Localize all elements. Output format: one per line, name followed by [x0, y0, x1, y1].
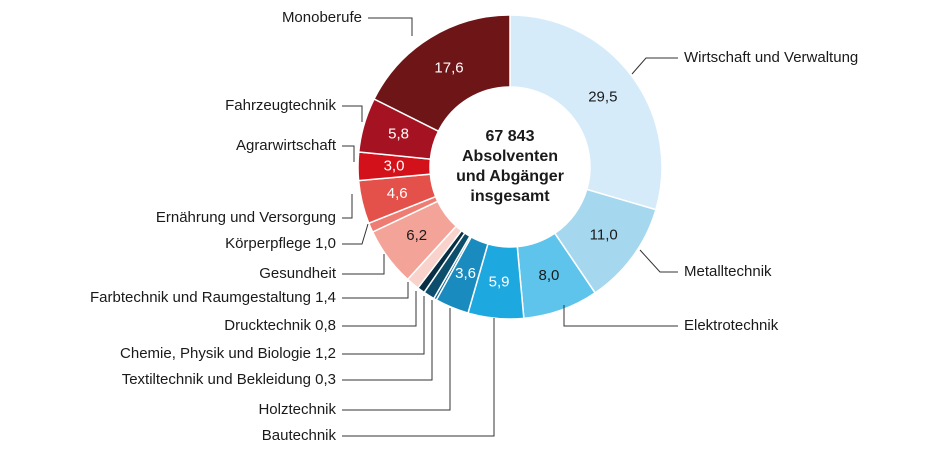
leader-line [342, 282, 409, 299]
category-label: Monoberufe [282, 9, 362, 26]
leader-line [342, 308, 451, 411]
segment [373, 14, 511, 133]
leader-line [342, 318, 495, 437]
category-label: Agrarwirtschaft [236, 137, 337, 154]
value-label: 3,0 [384, 157, 405, 174]
category-label: Chemie, Physik und Biologie 1,2 [120, 345, 336, 362]
leader-line [368, 17, 413, 36]
category-label: Ernährung und Versorgung [156, 209, 336, 226]
value-label: 5,9 [489, 273, 510, 290]
category-label: Gesundheit [259, 265, 337, 282]
leader-line [342, 300, 433, 381]
leader-line [631, 57, 678, 75]
category-label: Farbtechnik und Raumgestaltung 1,4 [90, 289, 336, 306]
leader-line [342, 223, 369, 245]
leader-line [639, 249, 678, 273]
center-label: Absolventen [462, 148, 558, 165]
category-label: Fahrzeugtechnik [225, 97, 336, 114]
category-label: Textiltechnik und Bekleidung 0,3 [122, 371, 336, 388]
leader-line [342, 296, 425, 355]
value-label: 5,8 [388, 126, 409, 143]
leader-line [563, 305, 678, 327]
category-label: Holztechnik [258, 401, 336, 418]
category-label: Wirtschaft und Verwaltung [684, 49, 858, 66]
value-label: 3,6 [455, 265, 476, 282]
leader-line [342, 291, 417, 327]
category-label: Körperpflege 1,0 [225, 235, 336, 252]
category-label: Elektrotechnik [684, 317, 779, 334]
leader-line [342, 145, 355, 162]
category-label: Drucktechnik 0,8 [224, 317, 336, 334]
leader-line [342, 194, 353, 219]
center-label: insgesamt [470, 188, 550, 205]
center-label: 67 843 [486, 128, 535, 145]
value-label: 8,0 [539, 267, 560, 284]
category-label: Bautechnik [262, 427, 337, 444]
center-label: und Abgänger [456, 168, 564, 185]
value-label: 4,6 [387, 185, 408, 202]
value-label: 29,5 [588, 88, 617, 105]
value-label: 6,2 [406, 227, 427, 244]
leader-line [342, 254, 385, 275]
value-label: 11,0 [590, 226, 618, 243]
value-label: 17,6 [434, 59, 463, 76]
leader-line [342, 105, 363, 122]
category-label: Metalltechnik [684, 263, 772, 280]
segment [509, 14, 663, 211]
